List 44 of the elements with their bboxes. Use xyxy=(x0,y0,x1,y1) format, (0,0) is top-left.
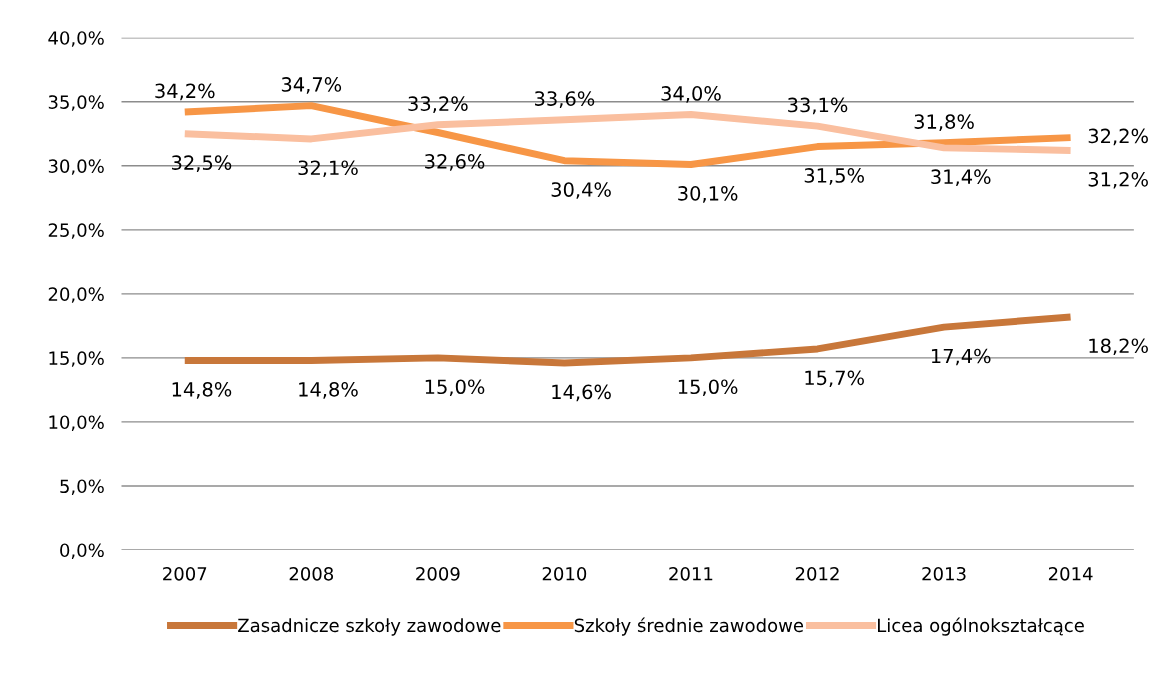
data-label: 33,1% xyxy=(788,97,848,115)
y-tick-label: 10,0% xyxy=(49,415,104,431)
data-label: 33,2% xyxy=(408,96,468,114)
data-label: 32,5% xyxy=(172,155,232,172)
y-tick-label: 25,0% xyxy=(48,223,104,239)
data-label: 34,2% xyxy=(155,83,215,101)
legend-label: Zasadnicze szkoły zawodowe xyxy=(238,618,501,636)
y-tick-label: 30,0% xyxy=(48,159,104,175)
x-tick-label: 2014 xyxy=(1048,566,1093,581)
data-label: 18,2% xyxy=(1089,338,1148,356)
x-tick-label: 2008 xyxy=(289,566,334,581)
data-label: 31,8% xyxy=(914,114,974,131)
data-label: 31,4% xyxy=(931,169,991,187)
data-label: 34,0% xyxy=(661,86,721,103)
data-label: 34,7% xyxy=(281,77,342,94)
x-tick-label: 2009 xyxy=(416,566,460,581)
y-tick-label: 15,0% xyxy=(49,351,104,367)
data-label: 32,6% xyxy=(425,154,485,171)
y-tick-label: 35,0% xyxy=(48,95,104,111)
data-label: 17,4% xyxy=(931,348,991,366)
legend-label: Licea ogólnokształcące xyxy=(878,617,1084,636)
y-tick-label: 40,0% xyxy=(48,31,104,47)
data-label: 30,1% xyxy=(678,186,738,203)
data-label: 14,8% xyxy=(172,381,232,399)
x-tick-label: 2011 xyxy=(669,566,713,581)
data-label: 30,4% xyxy=(551,182,611,199)
y-tick-label: 5,0% xyxy=(60,479,104,495)
data-label: 14,6% xyxy=(552,384,611,402)
data-label: 31,5% xyxy=(804,168,864,185)
data-label: 32,1% xyxy=(298,160,358,178)
data-label: 15,0% xyxy=(425,379,485,397)
data-label: 15,7% xyxy=(805,370,864,388)
data-label: 31,2% xyxy=(1088,171,1148,189)
data-label: 15,0% xyxy=(678,379,738,397)
x-tick-label: 2010 xyxy=(542,566,587,581)
y-tick-label: 20,0% xyxy=(48,287,104,303)
x-tick-label: 2013 xyxy=(922,566,966,581)
legend-label: Szkoły średnie zawodowe xyxy=(574,617,804,636)
data-label: 14,8% xyxy=(299,381,358,399)
x-tick-label: 2012 xyxy=(795,566,839,581)
y-tick-label: 0,0% xyxy=(60,543,104,559)
data-label: 32,2% xyxy=(1088,128,1148,146)
data-label: 33,6% xyxy=(535,91,595,108)
x-tick-label: 2007 xyxy=(163,566,207,581)
